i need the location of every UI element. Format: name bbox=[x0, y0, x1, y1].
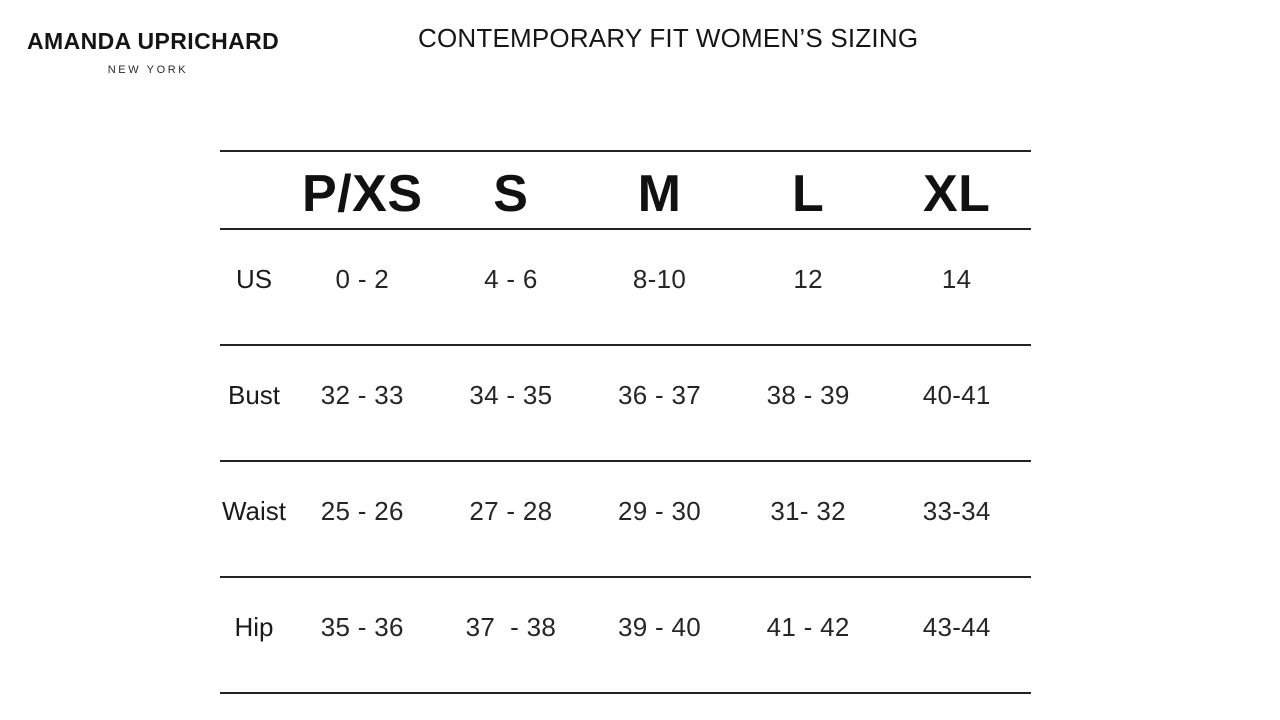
size-column-header-pxs: P/XS bbox=[302, 165, 423, 223]
table-row-hip: Hip 35 - 36 37 - 38 39 - 40 41 - 42 43-4… bbox=[220, 578, 1031, 694]
size-value-cell: 8-10 bbox=[632, 264, 687, 294]
size-value-cell: 31- 32 bbox=[770, 496, 846, 526]
size-header-row: P/XS S M L XL bbox=[220, 150, 1031, 230]
size-value-cell: 38 - 39 bbox=[766, 380, 850, 410]
size-value-cell: 35 - 36 bbox=[320, 612, 404, 642]
corner-cell bbox=[220, 160, 288, 228]
table-row-waist: Waist 25 - 26 27 - 28 29 - 30 31- 32 33-… bbox=[220, 462, 1031, 578]
size-value-cell: 36 - 37 bbox=[617, 380, 702, 410]
row-label-cell: Waist bbox=[221, 496, 287, 526]
table-row-bust: Bust 32 - 33 34 - 35 36 - 37 38 - 39 40-… bbox=[220, 346, 1031, 462]
brand-city: NEW YORK bbox=[107, 64, 189, 76]
size-value-cell: 27 - 28 bbox=[469, 496, 553, 526]
size-value-cell: 25 - 26 bbox=[320, 496, 404, 526]
size-value-cell: 40-41 bbox=[922, 380, 991, 410]
size-value-cell: 4 - 6 bbox=[484, 264, 538, 294]
table-row-us: US 0 - 2 4 - 6 8-10 12 14 bbox=[220, 230, 1031, 346]
size-value-cell: 14 bbox=[941, 264, 972, 294]
brand-logo: AMANDA UPRICHARD NEW YORK bbox=[27, 28, 280, 77]
size-value-cell: 34 - 35 bbox=[469, 380, 553, 410]
size-value-cell: 29 - 30 bbox=[617, 496, 702, 526]
row-label-cell: Hip bbox=[234, 612, 274, 642]
size-column-header-xl: XL bbox=[922, 165, 991, 223]
brand-name: AMANDA UPRICHARD bbox=[27, 28, 280, 54]
size-value-cell: 12 bbox=[793, 264, 823, 294]
size-value-cell: 33-34 bbox=[922, 496, 991, 526]
size-column-header-m: M bbox=[637, 165, 682, 223]
size-value-cell: 39 - 40 bbox=[617, 612, 702, 642]
size-column-header-s: S bbox=[493, 165, 529, 223]
sizing-table: P/XS S M L XL US 0 - 2 4 - 6 8-10 12 14 … bbox=[220, 150, 1031, 694]
size-value-cell: 0 - 2 bbox=[335, 264, 390, 294]
size-value-cell: 37 - 38 bbox=[465, 612, 557, 642]
row-label-cell: US bbox=[235, 264, 273, 294]
size-value-cell: 32 - 33 bbox=[320, 380, 404, 410]
size-column-header-l: L bbox=[791, 165, 825, 223]
size-value-cell: 43-44 bbox=[922, 612, 991, 642]
row-label-cell: Bust bbox=[227, 380, 281, 410]
page-title: CONTEMPORARY FIT WOMEN’S SIZING bbox=[418, 23, 919, 53]
size-value-cell: 41 - 42 bbox=[766, 612, 850, 642]
